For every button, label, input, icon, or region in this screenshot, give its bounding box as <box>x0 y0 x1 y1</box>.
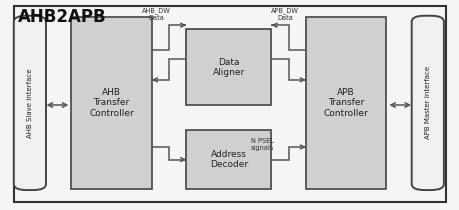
Text: AHB_DW
Data: AHB_DW Data <box>142 7 170 21</box>
FancyBboxPatch shape <box>14 16 46 190</box>
Bar <box>186 29 271 105</box>
Text: AHB2APB: AHB2APB <box>18 8 107 26</box>
Bar <box>305 17 386 189</box>
Text: Data
Aligner: Data Aligner <box>212 58 245 77</box>
Text: AHB Slave Interface: AHB Slave Interface <box>27 68 33 138</box>
Text: APB_DW
Data: APB_DW Data <box>271 7 298 21</box>
Text: AHB
Transfer
Controller: AHB Transfer Controller <box>89 88 134 118</box>
Text: APB
Transfer
Controller: APB Transfer Controller <box>323 88 368 118</box>
Bar <box>71 17 151 189</box>
Bar <box>186 130 271 189</box>
Text: Address
Decoder: Address Decoder <box>209 150 247 169</box>
Text: APB Master Interface: APB Master Interface <box>424 66 430 139</box>
Text: N PSEL
signals: N PSEL signals <box>250 138 274 151</box>
FancyBboxPatch shape <box>411 16 443 190</box>
